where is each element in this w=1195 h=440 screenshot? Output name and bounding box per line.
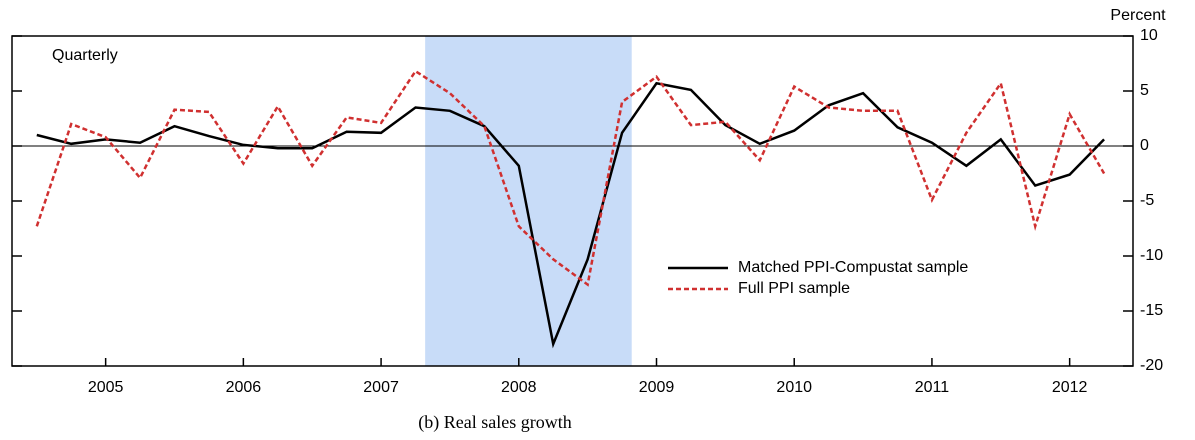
y-tick-label: -5 — [1140, 192, 1154, 209]
x-tick-label: 2005 — [88, 379, 124, 396]
x-tick-label: 2006 — [226, 379, 262, 396]
y-tick-label: 0 — [1140, 137, 1149, 154]
x-tick-label: 2008 — [501, 379, 537, 396]
recession-shade — [425, 36, 632, 366]
y-tick-label: -10 — [1140, 247, 1163, 264]
x-tick-label: 2009 — [639, 379, 675, 396]
caption: (b) Real sales growth — [418, 412, 571, 433]
x-tick-label: 2012 — [1052, 379, 1088, 396]
series-line — [35, 69, 1106, 287]
y-axis-label: Percent — [1110, 7, 1166, 24]
x-tick-label: 2010 — [776, 379, 812, 396]
y-tick-label: -15 — [1140, 302, 1163, 319]
x-tick-label: 2011 — [915, 379, 950, 396]
y-tick-label: -20 — [1140, 357, 1163, 374]
x-tick-label: 2007 — [363, 379, 399, 396]
chart-title: Quarterly — [52, 47, 118, 64]
y-tick-label: 5 — [1140, 82, 1149, 99]
y-tick-label: 10 — [1140, 27, 1158, 44]
legend-label: Full PPI sample — [738, 280, 850, 297]
series-line — [36, 81, 1105, 349]
legend-label: Matched PPI-Compustat sample — [738, 259, 968, 276]
